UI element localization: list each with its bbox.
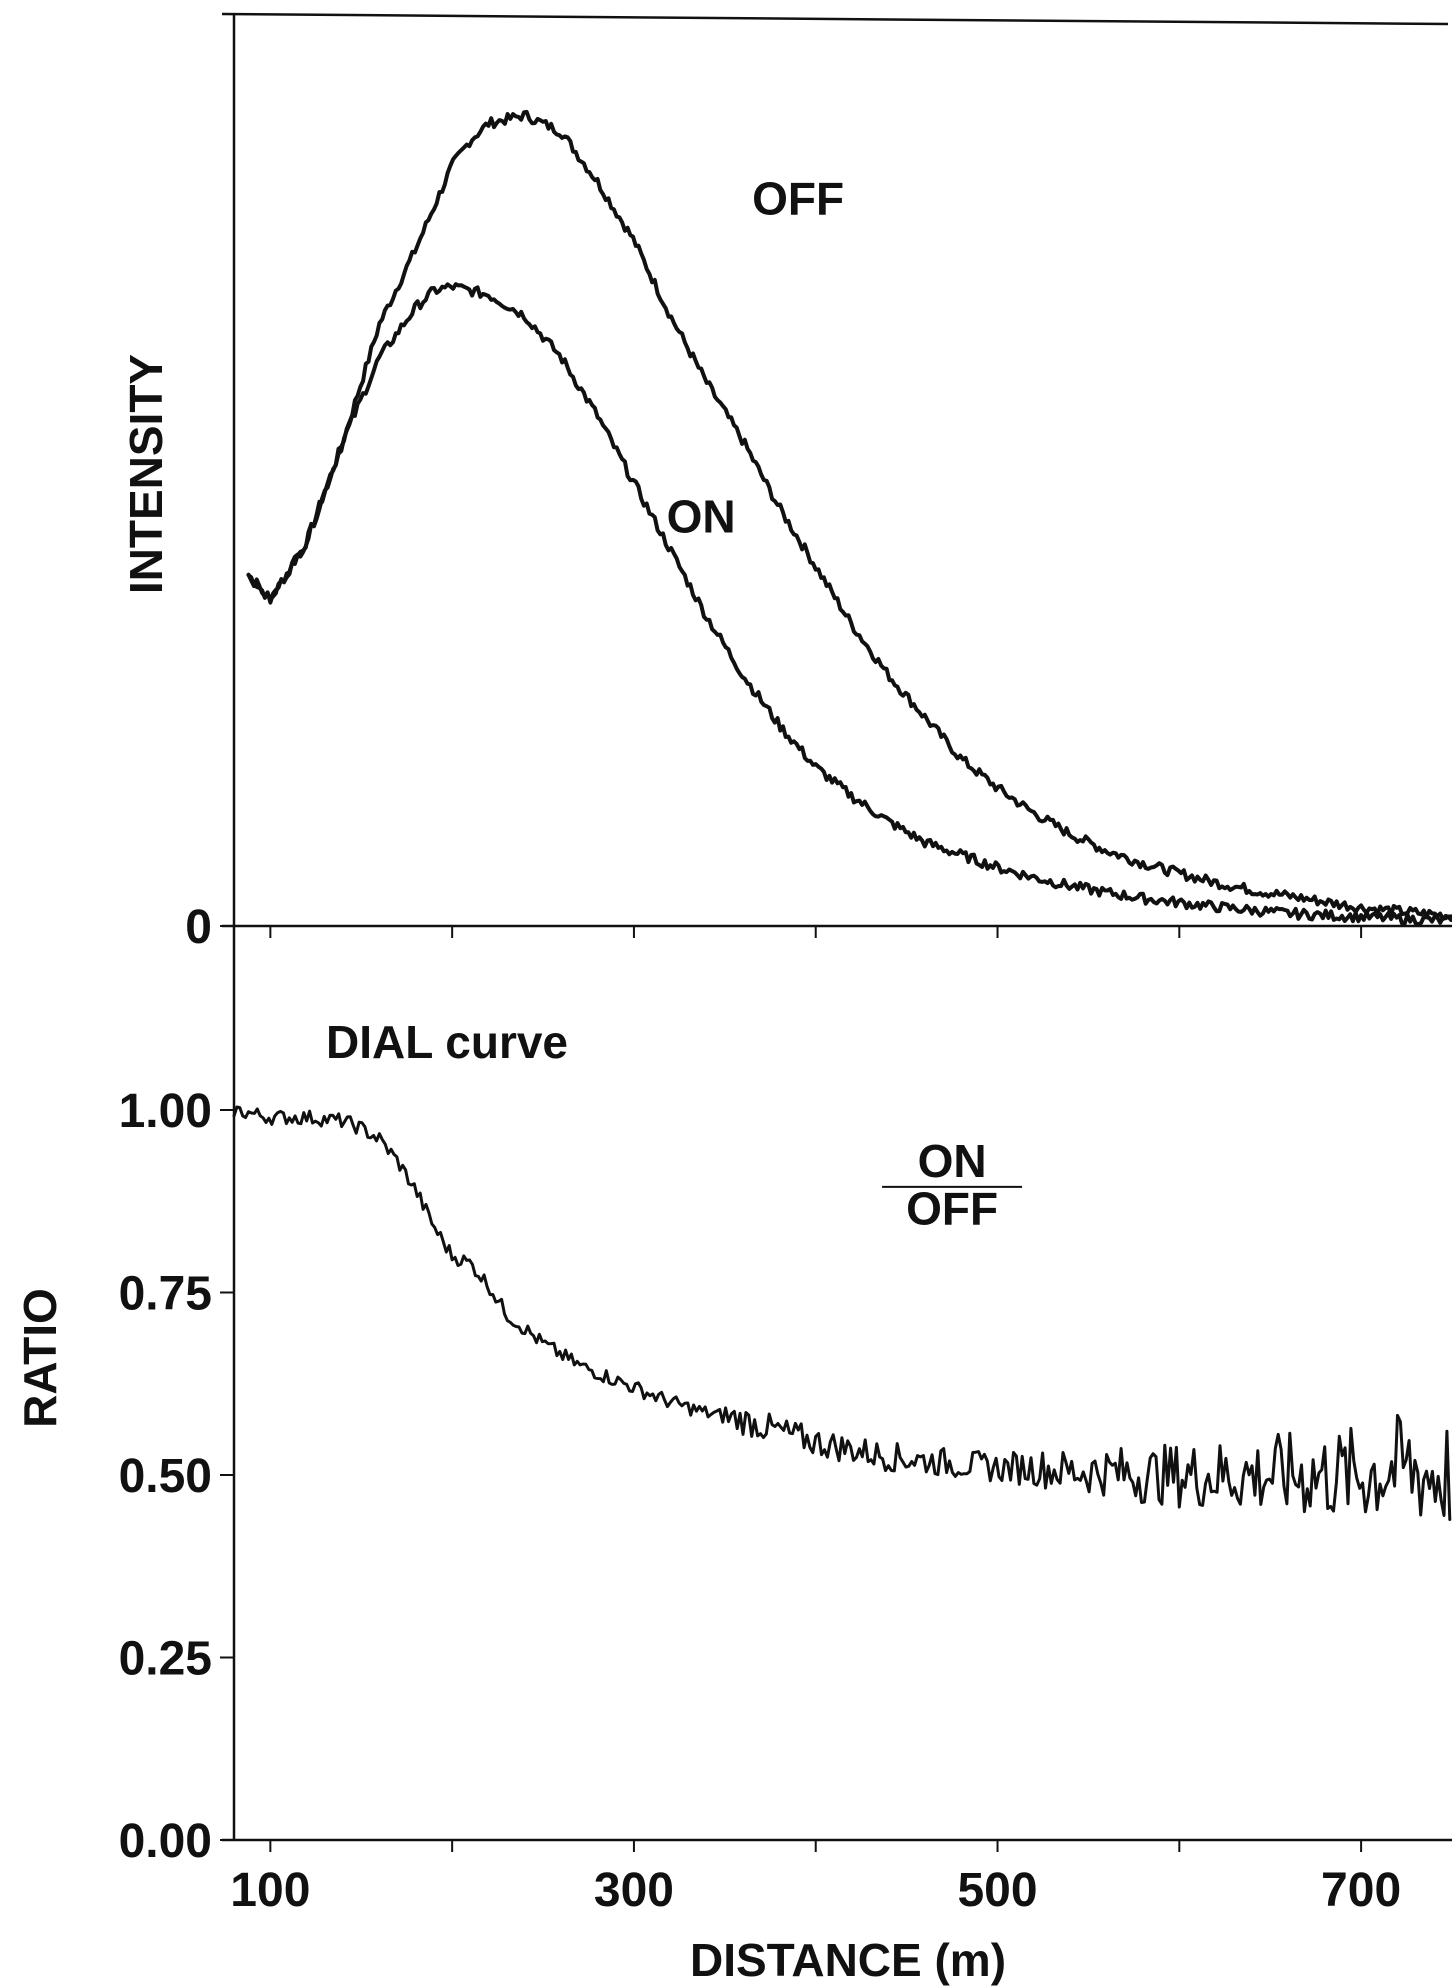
on-intensity-curve [246,282,1452,927]
ratio-y-tick-label: 0.50 [119,1450,212,1503]
dial-curve-title: DIAL curve [326,1016,568,1068]
dial-ratio-curve [232,1105,1452,1521]
ratio-y-tick-label: 0.75 [119,1268,212,1321]
ratio-y-ticks: 0.00 0.25 0.50 0.75 1.00 [119,1085,234,1868]
x-tick-label: 500 [957,1864,1037,1917]
intensity-y-tick-label: 0 [185,901,212,954]
x-tick-labels: 100 300 500 700 [230,1864,1401,1917]
x-tick-label: 700 [1321,1864,1401,1917]
off-intensity-curve [246,109,1452,922]
x-tick-label: 100 [230,1864,310,1917]
top-border-line [221,12,1449,26]
ratio-denominator-label: OFF [906,1183,998,1235]
x-tick-label: 300 [594,1864,674,1917]
distance-axis-label: DISTANCE (m) [690,1934,1006,1986]
intensity-axis-label: INTENSITY [120,354,172,594]
ratio-axis-label: RATIO [14,1288,66,1428]
ratio-y-tick-label: 0.00 [119,1815,212,1868]
ratio-y-tick-label: 0.25 [119,1633,212,1686]
ratio-x-ticks [269,1840,1363,1852]
intensity-y-ticks: 0 [185,901,234,954]
intensity-x-ticks [269,926,1363,938]
ratio-numerator-label: ON [918,1135,987,1187]
ratio-y-tick-label: 1.00 [119,1085,212,1138]
on-curve-label: ON [667,490,736,542]
off-curve-label: OFF [752,173,844,225]
